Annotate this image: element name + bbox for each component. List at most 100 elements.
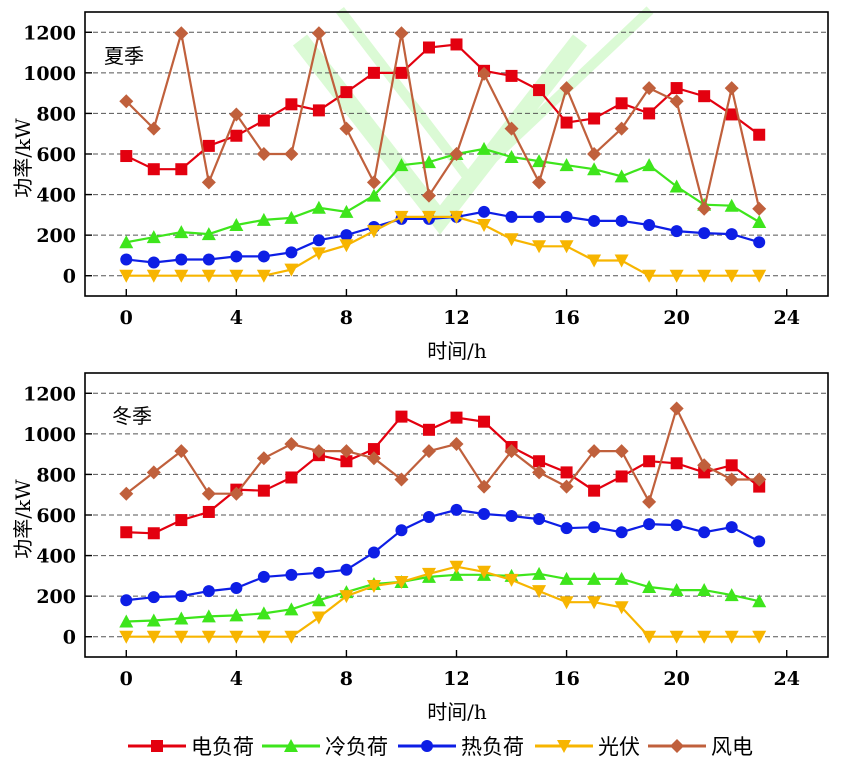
series-电负荷 <box>120 410 766 540</box>
data-point <box>120 150 133 163</box>
data-point <box>669 401 684 416</box>
y-tick-label: 1200 <box>23 22 76 44</box>
data-point <box>284 263 299 277</box>
data-point <box>175 514 188 527</box>
data-point <box>366 175 381 190</box>
data-point <box>201 175 216 190</box>
data-point <box>752 214 767 228</box>
legend-marker <box>557 740 571 753</box>
data-point <box>477 565 492 579</box>
data-point <box>422 41 435 54</box>
data-point <box>311 247 326 261</box>
data-point <box>478 507 491 520</box>
x-tick-label: 16 <box>553 307 579 329</box>
series-光伏 <box>119 560 767 644</box>
series-光伏 <box>119 210 767 283</box>
data-point <box>421 210 436 224</box>
data-point <box>752 630 767 644</box>
data-point <box>366 225 381 239</box>
series-风电 <box>119 401 767 509</box>
data-point <box>725 459 738 472</box>
data-point <box>229 107 244 122</box>
data-point <box>532 154 547 168</box>
data-point <box>614 121 629 136</box>
data-point <box>201 609 216 623</box>
data-point <box>588 214 601 227</box>
data-point <box>146 269 161 283</box>
data-point <box>284 210 299 224</box>
data-point <box>697 269 712 283</box>
decorative-watermark <box>292 6 654 235</box>
data-point <box>559 479 574 494</box>
data-point <box>697 458 712 473</box>
data-point <box>643 107 656 120</box>
data-point <box>312 566 325 579</box>
data-point <box>285 246 298 259</box>
data-point <box>146 613 161 627</box>
data-point <box>450 38 463 51</box>
data-point <box>532 585 547 599</box>
data-point <box>284 602 299 616</box>
data-point <box>725 108 738 121</box>
data-point <box>560 466 573 479</box>
data-point <box>311 593 326 607</box>
data-point <box>202 505 215 518</box>
legend-label: 电负荷 <box>191 735 254 759</box>
data-point <box>119 269 134 283</box>
data-point <box>587 444 602 459</box>
data-point <box>477 479 492 494</box>
data-point <box>284 437 299 451</box>
data-point <box>340 86 353 99</box>
data-point <box>229 486 244 501</box>
data-point <box>670 82 683 95</box>
y-tick-label: 1000 <box>23 63 76 85</box>
data-point <box>311 26 326 41</box>
data-point <box>505 210 518 223</box>
data-point <box>725 228 738 241</box>
data-point <box>367 546 380 559</box>
data-point <box>698 227 711 240</box>
data-point <box>256 212 271 226</box>
x-tick-label: 24 <box>773 668 799 690</box>
data-point <box>174 26 189 41</box>
y-tick-label: 0 <box>63 627 76 649</box>
data-point <box>147 527 160 540</box>
series-line <box>126 215 760 277</box>
legend-item: 热负荷 <box>398 735 524 759</box>
series-冷负荷 <box>119 566 767 628</box>
data-point <box>724 81 739 96</box>
y-axis-title: 功率/kW <box>11 118 35 198</box>
data-point <box>504 150 519 164</box>
data-point <box>340 455 353 468</box>
data-point <box>201 630 216 644</box>
data-point <box>229 218 244 231</box>
data-point <box>504 444 519 459</box>
data-point <box>256 269 271 283</box>
data-point <box>230 582 243 595</box>
data-point <box>614 601 629 615</box>
legend-marker <box>670 739 684 753</box>
data-point <box>642 158 657 172</box>
series-冷负荷 <box>119 141 767 249</box>
data-point <box>229 630 244 644</box>
data-point <box>559 240 574 254</box>
data-point <box>615 470 628 483</box>
legend-label: 冷负荷 <box>325 735 388 759</box>
data-point <box>615 526 628 539</box>
data-point <box>587 571 602 585</box>
data-point <box>175 590 188 603</box>
x-axis-title: 时间/h <box>427 700 487 724</box>
data-point <box>642 269 657 283</box>
data-point <box>533 210 546 223</box>
data-point <box>311 611 326 625</box>
x-tick-label: 8 <box>340 307 353 329</box>
x-tick-label: 4 <box>230 668 243 690</box>
series-风电 <box>119 26 767 216</box>
data-point <box>670 225 683 238</box>
chart-winter: 0 200 400 600 800 1000 1200 0 4 8 12 16 20 24 冬季 时间/h… <box>11 372 829 724</box>
legend-item: 光伏 <box>535 735 640 759</box>
data-point <box>724 472 739 487</box>
data-point <box>532 566 547 580</box>
data-point <box>202 253 215 266</box>
data-point <box>449 560 464 574</box>
